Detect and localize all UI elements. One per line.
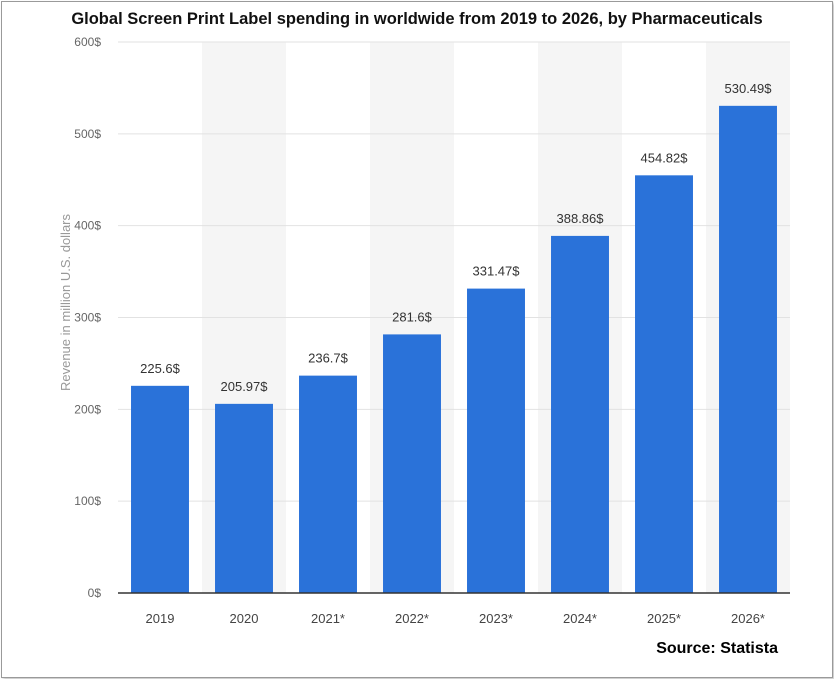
y-tick-label: 300$ [74,311,101,325]
data-label: 205.97$ [221,379,269,394]
source-note: Source: Statista [656,640,778,657]
bar [635,175,693,593]
x-tick-label: 2020 [230,611,259,626]
y-tick-label: 200$ [74,402,101,416]
bar [215,403,273,593]
data-label: 281.6$ [392,309,433,324]
data-label: 530.49$ [725,81,773,96]
bar [551,235,609,593]
bar [131,385,189,593]
x-tick-label: 2022* [395,611,429,626]
y-tick-label: 400$ [74,219,101,233]
bar [467,288,525,593]
y-tick-label: 0$ [88,586,102,600]
y-axis-label: Revenue in million U.S. dollars [58,213,73,391]
x-tick-label: 2026* [731,611,765,626]
data-label: 454.82$ [641,150,689,165]
y-tick-label: 500$ [74,127,101,141]
bar [719,105,777,594]
y-tick-label: 600$ [74,35,101,49]
data-label: 225.6$ [140,361,181,376]
chart-title: Global Screen Print Label spending in wo… [71,10,763,28]
data-label: 331.47$ [473,264,521,279]
data-label: 388.86$ [557,211,605,226]
data-label: 236.7$ [308,351,349,366]
x-tick-label: 2019 [146,611,175,626]
bar [383,334,441,593]
bar [299,375,357,593]
y-tick-label: 100$ [74,494,101,508]
x-tick-label: 2021* [311,611,345,626]
x-tick-label: 2023* [479,611,513,626]
x-tick-label: 2024* [563,611,597,626]
x-tick-label: 2025* [647,611,681,626]
